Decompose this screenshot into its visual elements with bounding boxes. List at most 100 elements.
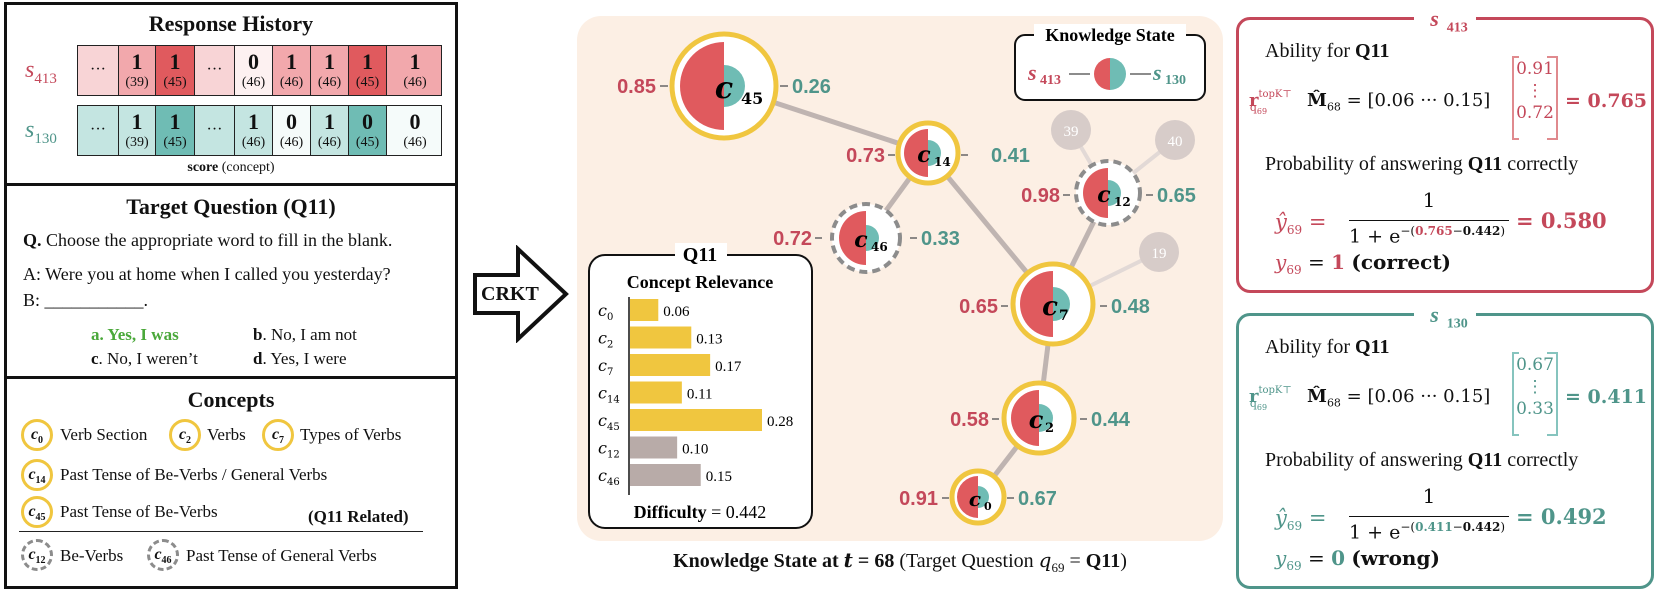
concept-label: Past Tense of General Verbs: [186, 546, 377, 565]
response-strip-s413: ··· 1 (39) 1 (45) ··· 0 (46) 1 (46) 1 (46) 1(…: [77, 45, 442, 96]
response-history-panel: Response History s413 ··· 1 (39) 1 (45) ··…: [4, 2, 458, 186]
svg-text:0: 0: [984, 500, 992, 513]
history-cell: 0 (46): [387, 106, 441, 155]
knowledge-state-legend: Knowledge State s 413 s 130: [1014, 24, 1206, 101]
node-right-value: 0.44: [1091, 409, 1131, 431]
ability-formula: rtopK⊤q69: [1249, 89, 1292, 116]
history-cell: 1 (45): [156, 106, 195, 155]
concept-label: Verbs: [207, 425, 246, 444]
relevance-bar: [630, 436, 678, 459]
grey-node: [1051, 110, 1091, 150]
node-c0: c 0: [949, 468, 1007, 526]
node-right-value: 0.33: [921, 228, 960, 250]
prediction-formula: ŷ69 =: [1275, 210, 1327, 238]
relevance-value-label: 0.11: [687, 387, 713, 403]
node-c45: c 45: [669, 31, 779, 141]
history-cell: ···: [195, 46, 235, 95]
svg-text:c: c: [1097, 182, 1111, 208]
concept-badge-c0: c0: [21, 419, 53, 451]
svg-text:s: s: [1152, 60, 1162, 85]
history-cell: 1 (45): [349, 46, 387, 95]
svg-text:c: c: [1042, 292, 1058, 322]
svg-text:130: 130: [1165, 73, 1186, 88]
option-c: c. No, I weren’t: [91, 349, 198, 368]
target-question-panel: Target Question (Q11) Q. Choose the appr…: [4, 183, 458, 379]
ability-label: Ability for Q11: [1265, 40, 1390, 62]
concept-badge-c7: c7: [262, 419, 294, 451]
student-130-title: s 130: [1239, 302, 1651, 332]
student-413-title: s 413: [1239, 6, 1651, 36]
relevance-value-label: 0.10: [682, 442, 708, 458]
prediction-result: = 0.580: [1516, 208, 1607, 233]
svg-text:7: 7: [1059, 308, 1069, 324]
history-caption: score (concept): [187, 160, 275, 175]
label-result: y69 = 1 (correct): [1275, 250, 1452, 277]
history-cell: 1 (46): [311, 46, 349, 95]
svg-text:c: c: [917, 142, 931, 168]
dialog-line-a: A: Were you at home when I called you ye…: [23, 264, 391, 284]
node-right-value: 0.67: [1018, 488, 1057, 510]
student-130-label: s130: [25, 117, 57, 147]
svg-text:c: c: [969, 487, 981, 511]
history-cell: 1 (46): [273, 46, 311, 95]
label-result: y69 = 0 (wrong): [1275, 546, 1440, 573]
concept-label: Verb Section: [60, 425, 148, 444]
concept-badge-c12: c12: [21, 539, 53, 571]
relevance-bar: [630, 326, 692, 349]
crkt-arrow: [473, 245, 569, 343]
response-strip-s130: ··· 1 (39) 1 (45) ··· 1 (46) 0 (46) 1 (46) 0(…: [77, 105, 442, 156]
grey-node-label: 40: [1168, 134, 1183, 150]
concept-label: Past Tense of Be-Verbs / General Verbs: [60, 465, 328, 484]
fraction-numerator: 1: [1422, 484, 1436, 508]
svg-text:s: s: [1027, 60, 1037, 85]
concept-badge-c45: c45: [21, 496, 53, 528]
concept-label: Past Tense of Be-Verbs: [60, 502, 218, 521]
relevance-bar: [630, 464, 701, 486]
svg-text:c: c: [715, 71, 733, 106]
option-a: a. Yes, I was: [91, 325, 179, 344]
history-cell: 1 (46): [387, 46, 441, 95]
concepts-panel: Concepts c0 Verb Section c2 Verbs c7 Typ…: [4, 376, 458, 589]
response-history-title: Response History: [148, 11, 314, 36]
fraction-denominator: 1 + e−(0.765−0.442): [1349, 224, 1505, 248]
fraction-bar: [1349, 220, 1509, 221]
node-left-value: 0.65: [959, 296, 998, 318]
node-left-value: 0.85: [617, 76, 656, 98]
fraction-numerator: 1: [1422, 188, 1436, 212]
history-cell: 1 (39): [119, 46, 156, 95]
concept-badge-c2: c2: [169, 419, 201, 451]
divider: [19, 531, 423, 532]
option-b: b. No, I am not: [253, 325, 357, 344]
history-cell: 1 (39): [119, 106, 156, 155]
node-left-value: 0.72: [773, 228, 812, 250]
relevance-bar: [630, 409, 762, 431]
relevance-value-label: 0.28: [767, 414, 793, 430]
fraction-denominator: 1 + e−(0.411−0.442): [1349, 520, 1505, 544]
question-stem: Q. Choose the appropriate word to fill i…: [23, 230, 393, 250]
svg-text:45: 45: [741, 89, 763, 108]
node-left-value: 0.58: [950, 409, 989, 431]
node-c7: c 7: [1010, 261, 1096, 347]
node-c2: c 2: [1001, 380, 1077, 456]
dialog-line-b: B: ___________.: [23, 290, 149, 310]
concept-label: Be-Verbs: [60, 546, 124, 565]
student-413-panel: s 413 Ability for Q11 rtopK⊤q69 M̂68 = [0…: [1236, 6, 1654, 293]
node-c14: c 14: [895, 120, 961, 186]
relevance-title: Q11: [683, 244, 717, 266]
svg-text:12: 12: [1114, 195, 1131, 209]
history-cell: 1 (45): [156, 46, 195, 95]
difficulty-text: Difficulty = 0.442: [634, 502, 767, 522]
option-d: d. Yes, I were: [253, 349, 347, 368]
grey-node: [1155, 120, 1195, 160]
history-cell: 1 (46): [311, 106, 349, 155]
node-right-value: 0.48: [1111, 296, 1150, 318]
node-right-value: 0.41: [991, 145, 1030, 167]
column-vector-values: 0.67 ⋮ 0.33: [1516, 355, 1554, 419]
concept-label: Types of Verbs: [300, 425, 402, 444]
concepts-title: Concepts: [187, 387, 275, 412]
history-cell: 0 (46): [273, 106, 311, 155]
relevance-value-label: 0.13: [696, 332, 722, 348]
history-cell: 1 (46): [235, 106, 273, 155]
ability-result: = 0.411: [1565, 386, 1648, 408]
